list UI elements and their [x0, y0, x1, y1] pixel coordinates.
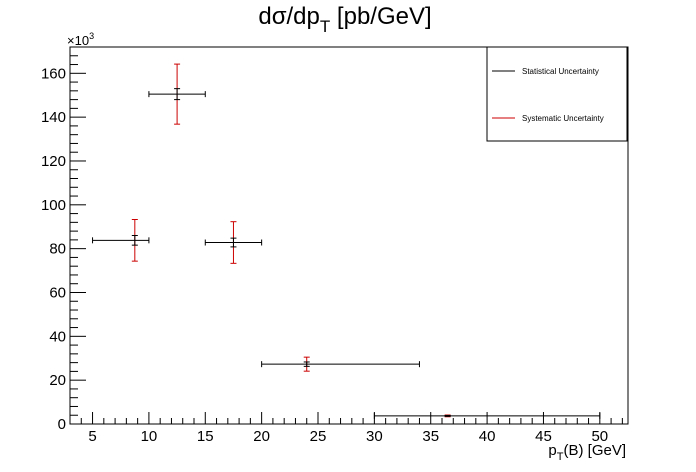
- y-axis-ticks: [70, 46, 86, 425]
- x-tick-label: 5: [88, 428, 96, 445]
- y-tick-label: 100: [41, 197, 66, 214]
- legend-label-statistical: Statistical Uncertainty: [522, 67, 599, 76]
- y-tick-label: 160: [41, 65, 66, 82]
- x-axis-title-rest: (B) [GeV]: [563, 442, 626, 459]
- chart-title-rest: [pb/GeV]: [330, 3, 431, 30]
- x-tick-label: 30: [366, 428, 383, 445]
- legend-label-systematic: Systematic Uncertainty: [522, 114, 604, 123]
- y-axis-multiplier: ×103: [67, 31, 94, 48]
- x-tick-label: 50: [591, 428, 608, 445]
- y-tick-label: 80: [49, 241, 66, 258]
- x-tick-label: 40: [479, 428, 496, 445]
- x-tick-label: 10: [141, 428, 158, 445]
- y-tick-label: 0: [58, 416, 66, 433]
- legend-box: [486, 46, 628, 142]
- y-tick-label: 40: [49, 328, 66, 345]
- x-tick-label: 20: [253, 428, 270, 445]
- statistical-error-bars: [92, 88, 601, 419]
- x-tick-label: 35: [422, 428, 439, 445]
- y-tick-label: 60: [49, 284, 66, 301]
- x-tick-label: 15: [197, 428, 214, 445]
- legend: Statistical Uncertainty Systematic Uncer…: [486, 46, 628, 142]
- y-tick-label: 140: [41, 109, 66, 126]
- x-axis-title: pT(B) [GeV]: [548, 442, 626, 463]
- y-tick-label: 20: [49, 372, 66, 389]
- x-axis-title-subscript: T: [557, 451, 564, 463]
- x-tick-label: 45: [535, 428, 552, 445]
- chart-title: dσ/dpT [pb/GeV]: [258, 3, 431, 36]
- x-tick-label: 25: [310, 428, 327, 445]
- chart-title-subscript: T: [320, 17, 330, 36]
- plot-frame: [69, 46, 629, 425]
- y-tick-label: 120: [41, 153, 66, 170]
- y-axis-tick-labels: 0 20 40 60 80 100 120 140 160: [41, 65, 66, 433]
- x-axis-tick-labels: 5 10 15 20 25 30 35 40 45 50: [88, 428, 608, 445]
